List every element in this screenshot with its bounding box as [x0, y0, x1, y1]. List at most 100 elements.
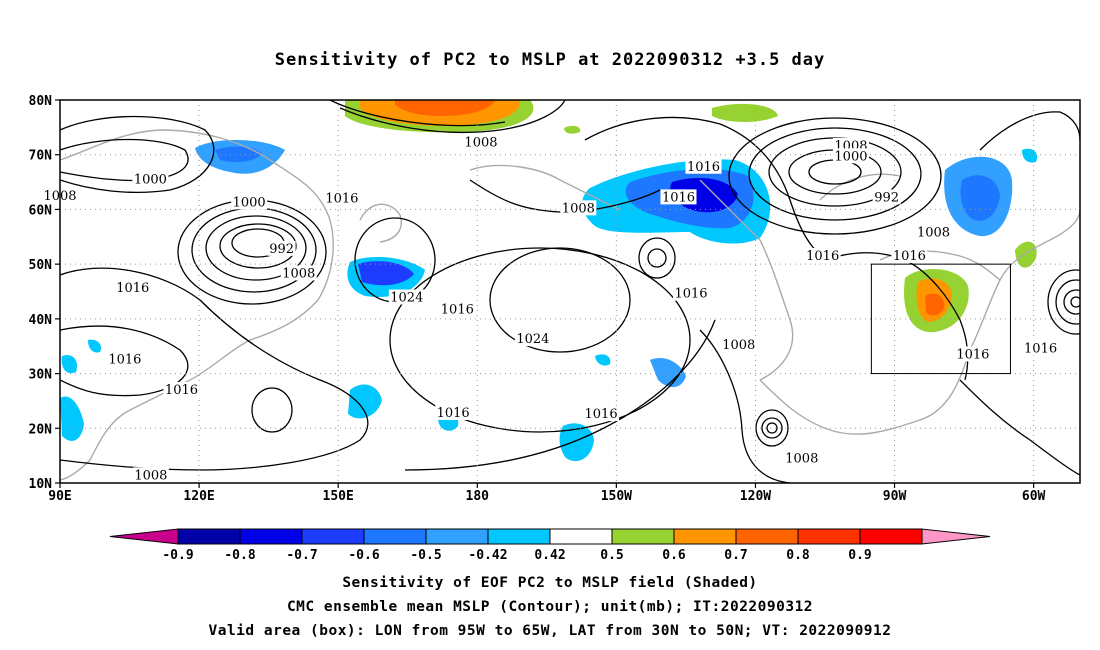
- colorbar-label: -0.5: [410, 548, 441, 563]
- contour-label-bg: [439, 301, 476, 317]
- colorbar-high-extend: [921, 528, 991, 545]
- colorbar-label: 0.5: [600, 548, 623, 563]
- contour-label: 1000: [834, 149, 867, 164]
- lon-tick-label: 180: [466, 489, 490, 504]
- contour-label: 1008: [562, 201, 595, 216]
- contour-label: 1016: [441, 303, 474, 318]
- contour-label: 1008: [917, 225, 950, 240]
- colorbar-label: -0.8: [224, 548, 255, 563]
- contour-label: 1016: [806, 249, 839, 264]
- colorbar-label: 0.7: [724, 548, 747, 563]
- contour-label-bg: [114, 280, 151, 296]
- lon-tick-label: 60W: [1022, 489, 1046, 504]
- contour-label: 1008: [785, 451, 818, 466]
- colorbar-swatch: [549, 528, 613, 545]
- mslp-contours: [60, 100, 1080, 483]
- contour-label-bg: [323, 190, 360, 206]
- lon-tick-label: 90E: [48, 489, 71, 504]
- contour-label: 1016: [437, 406, 470, 421]
- colorbar-swatch: [301, 528, 365, 545]
- contour-label: 1016: [108, 352, 141, 367]
- colorbar-swatch: [797, 528, 861, 545]
- colorbar-label: -0.6: [348, 548, 379, 563]
- contour-label-bg: [231, 194, 268, 210]
- contour-label-bg: [872, 189, 901, 205]
- contour-label: 1016: [893, 249, 926, 264]
- contour-label-bg: [804, 247, 841, 263]
- colorbar-swatch: [487, 528, 551, 545]
- contour-label: 992: [874, 190, 899, 205]
- colorbar-swatch: [735, 528, 799, 545]
- contour-label: 992: [269, 242, 294, 257]
- lon-tick-label: 90W: [883, 489, 907, 504]
- contour-label-bg: [891, 247, 928, 263]
- contour-label-bg: [954, 346, 991, 362]
- contour-label: 1016: [662, 190, 695, 205]
- contour-label: 1024: [390, 291, 423, 306]
- shade-kamchatka-core: [358, 261, 414, 286]
- contour-label: 1016: [1024, 341, 1057, 356]
- contour-label-bg: [267, 240, 296, 256]
- contour-label-bg: [660, 189, 697, 205]
- lat-tick-label: 70N: [29, 149, 53, 164]
- shade-valid-red: [925, 293, 945, 316]
- contour-label: 1000: [233, 195, 266, 210]
- contour-label-bg: [583, 406, 620, 422]
- contour-label-bg: [915, 224, 952, 240]
- colorbar-swatch: [673, 528, 737, 545]
- colorbar-label: -0.9: [162, 548, 193, 563]
- shade-green-2: [1015, 241, 1037, 268]
- contour-label-bg: [720, 337, 757, 353]
- shade-europe-1: [1022, 148, 1038, 163]
- lon-tick-label: 120E: [183, 489, 214, 504]
- contour-label: 1008: [282, 266, 315, 281]
- contour-label: 1008: [464, 136, 497, 151]
- contour-label-bg: [462, 134, 499, 150]
- caption-line-2: CMC ensemble mean MSLP (Contour); unit(m…: [286, 599, 814, 615]
- shade-pacific-3: [650, 357, 686, 388]
- contour-label-bg: [435, 404, 472, 420]
- contour-label-bg: [280, 265, 317, 281]
- caption-line-3: Valid area (box): LON from 95W to 65W, L…: [208, 623, 892, 639]
- contour-label-bg: [106, 351, 143, 367]
- colorbar-swatch: [363, 528, 427, 545]
- contour-label: 1016: [674, 287, 707, 302]
- colorbar-label: 0.8: [786, 548, 810, 563]
- contour-label: 1016: [325, 191, 358, 206]
- valid-area-box: [870, 263, 1011, 375]
- contour-label-bg: [514, 331, 551, 347]
- colorbar-swatch: [239, 528, 303, 545]
- contour-label: 1008: [722, 338, 755, 353]
- colorbar-label: -0.7: [286, 548, 317, 563]
- lat-tick-label: 50N: [29, 258, 53, 273]
- contour-label-bg: [1022, 340, 1059, 356]
- colorbar-label: 0.42: [534, 548, 565, 563]
- map-frame: [59, 99, 1081, 484]
- shade-asia-2: [61, 354, 78, 374]
- lat-tick-label: 20N: [29, 422, 53, 437]
- colorbar-label: -0.42: [468, 548, 507, 563]
- lat-tick-label: 40N: [29, 313, 53, 328]
- shade-pacific-5: [595, 354, 611, 366]
- caption-line-1: Sensitivity of EOF PC2 to MSLP field (Sh…: [342, 575, 758, 591]
- contour-label-bg: [163, 381, 200, 397]
- colorbar-swatch: [425, 528, 489, 545]
- contour-label-bg: [388, 289, 425, 305]
- lat-tick-label: 30N: [29, 368, 53, 383]
- contour-label-bg: [685, 158, 722, 174]
- contour-label-bg: [673, 285, 710, 301]
- lon-tick-label: 150W: [601, 489, 632, 504]
- contour-label-bg: [132, 467, 169, 483]
- colorbar-label: 0.9: [848, 548, 871, 563]
- shade-green-3: [564, 125, 581, 134]
- contour-label: 1008: [134, 468, 167, 483]
- contour-label: 1016: [687, 160, 720, 175]
- shade-asia-1: [60, 396, 84, 441]
- shade-pacific-2: [559, 423, 594, 462]
- contour-label-bg: [783, 450, 820, 466]
- colorbar-swatch: [611, 528, 675, 545]
- lat-tick-label: 80N: [29, 94, 53, 109]
